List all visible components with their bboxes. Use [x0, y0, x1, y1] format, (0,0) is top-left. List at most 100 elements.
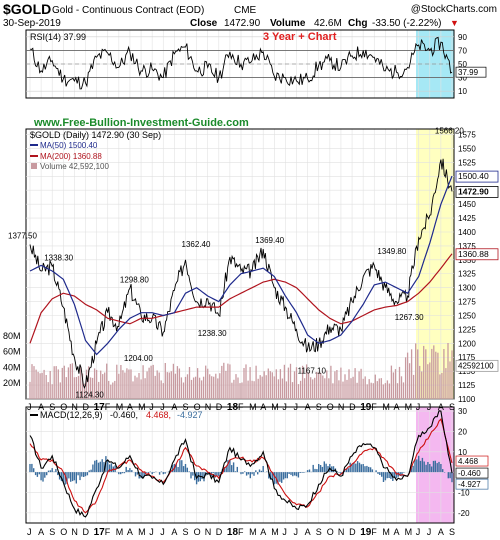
- price-line: [29, 158, 453, 389]
- x-tick-label: A: [438, 527, 444, 537]
- x-tick-label: F: [105, 402, 111, 412]
- price-tick-label: 1375: [458, 242, 476, 251]
- down-arrow-icon: ▼: [450, 18, 459, 28]
- x-tick-label: N: [205, 527, 212, 537]
- price-tick-label: 1450: [458, 200, 476, 209]
- price-tick-label: 1250: [458, 311, 476, 320]
- x-tick-label: O: [60, 527, 67, 537]
- macd-tick-label: 10: [458, 448, 467, 457]
- x-tick-label: F: [371, 402, 377, 412]
- x-tick-label: J: [294, 527, 299, 537]
- price-legend-title: $GOLD (Daily) 1472.90 (30 Sep): [30, 130, 161, 140]
- x-tick-label: A: [438, 402, 444, 412]
- macd-last-box: [455, 467, 489, 479]
- ma200-last-label: 1360.88: [458, 249, 489, 259]
- grid-lines: [29, 30, 453, 523]
- x-tick-label: F: [238, 527, 244, 537]
- x-tick-label: N: [205, 402, 212, 412]
- x-tick-label: M: [382, 402, 390, 412]
- x-tick-label: M: [138, 527, 146, 537]
- x-tick-label: O: [194, 402, 201, 412]
- macd-tick-label: -10: [458, 488, 470, 497]
- ma50-last-label: 1500.40: [458, 171, 489, 181]
- macd-last-label: -0.460: [458, 469, 481, 478]
- rsi-series: [29, 36, 453, 90]
- rsi-tick-label: 10: [458, 87, 467, 96]
- x-tick-label: M: [116, 402, 124, 412]
- volume-tick-label: 80M: [3, 331, 21, 341]
- price-annotation: 1349.80: [377, 247, 406, 256]
- price-annotation: 1167.10: [298, 367, 327, 376]
- price-annotation: 1267.30: [395, 313, 424, 322]
- price-tick-label: 1125: [458, 381, 476, 390]
- ma200-last-label-box: [455, 248, 499, 261]
- x-tick-label: 19: [360, 402, 372, 413]
- x-tick-label: D: [216, 527, 223, 537]
- price-tick-label: 1100: [458, 395, 476, 404]
- volume-tick-label: 60M: [3, 347, 21, 357]
- x-tick-label: M: [249, 402, 257, 412]
- macd-legend-v1: -0.460,: [110, 410, 138, 420]
- x-tick-label: A: [394, 527, 400, 537]
- x-tick-label: A: [305, 402, 311, 412]
- chart-date: 30-Sep-2019: [3, 18, 61, 29]
- price-last-label-box: [455, 186, 499, 198]
- x-tick-label: J: [416, 402, 421, 412]
- macd-legend-v3: -4.927: [177, 410, 203, 420]
- price-tick-label: 1400: [458, 228, 476, 237]
- price-annotation: 1377.50: [8, 232, 37, 241]
- price-annotation: 1204.00: [124, 354, 153, 363]
- rsi-tick-label: 90: [458, 33, 467, 42]
- x-tick-label: N: [338, 402, 345, 412]
- rsi-last-label: 37.99: [458, 68, 479, 77]
- price-tick-label: 1575: [458, 131, 476, 140]
- rsi-legend: RSI(14) 37.99: [30, 32, 86, 42]
- price-series: 1500.40 1472.90 1360.88 42592100: [29, 158, 499, 389]
- x-tick-label: N: [71, 527, 78, 537]
- x-tick-label: J: [27, 527, 32, 537]
- macd-line: [29, 410, 453, 518]
- x-tick-label: A: [171, 402, 177, 412]
- instrument-name: Gold - Continuous Contract (EOD): [52, 5, 204, 16]
- ma50-last-label-box: [455, 170, 499, 183]
- x-tick-label: A: [38, 402, 44, 412]
- macd-panel-frame: [25, 406, 455, 524]
- x-tick-label: M: [249, 527, 257, 537]
- x-tick-label: A: [305, 527, 311, 537]
- macd-signal-line: [29, 418, 453, 514]
- chart-title: 3 Year + Chart: [263, 31, 337, 43]
- x-tick-label: J: [160, 402, 165, 412]
- ma200-line: [29, 253, 453, 344]
- x-tick-label: J: [427, 402, 432, 412]
- x-tick-label: J: [282, 402, 287, 412]
- rsi-axis: 90 70 50 30 10 37.99: [26, 33, 487, 96]
- price-tick-label: 1325: [458, 270, 476, 279]
- x-tick-label: S: [316, 402, 322, 412]
- macd-axis: 3020100-10-204.468-0.460-4.927: [26, 407, 489, 518]
- rsi-tick-label: 30: [458, 74, 467, 83]
- x-tick-label: F: [238, 402, 244, 412]
- ma50-line: [29, 175, 453, 356]
- x-tick-label: D: [83, 402, 90, 412]
- x-tick-label: O: [194, 527, 201, 537]
- x-tick-label: M: [271, 527, 279, 537]
- price-tick-label: 1225: [458, 325, 476, 334]
- price-last-label: 1472.90: [458, 186, 489, 196]
- price-annotation: 1298.80: [120, 275, 149, 284]
- x-tick-label: J: [149, 527, 154, 537]
- macd-series: [29, 410, 453, 518]
- x-tick-label: A: [127, 527, 133, 537]
- price-tick-label: 1525: [458, 158, 476, 167]
- x-tick-label: M: [405, 402, 413, 412]
- macd-tick-label: 20: [458, 427, 467, 436]
- close-label: Close: [190, 18, 218, 29]
- x-tick-label: D: [349, 402, 356, 412]
- x-tick-label: J: [149, 402, 154, 412]
- x-axis-lower: J A S O N D 17 F M A M J J A S O N D 18 F M A M J J A S O N D 19 F M A M J J…: [27, 527, 455, 538]
- price-tick-label: 1175: [458, 353, 476, 362]
- volume-last-box: [455, 359, 499, 372]
- symbol: $GOLD: [3, 1, 51, 17]
- close-value: 1472.90: [224, 18, 261, 29]
- x-tick-label: J: [27, 402, 32, 412]
- price-annotation: 1362.40: [182, 240, 211, 249]
